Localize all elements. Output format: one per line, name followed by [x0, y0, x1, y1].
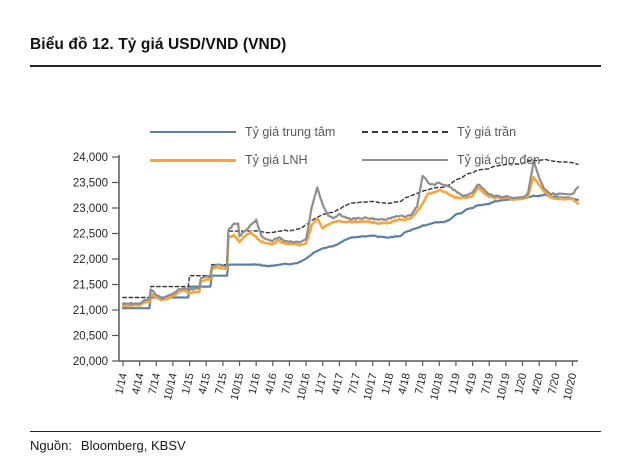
source-note: Nguồn: Bloomberg, KBSV	[30, 438, 186, 453]
y-tick-label: 22,500	[73, 229, 108, 241]
x-tick-label: 7/16	[280, 372, 297, 396]
x-tick-label: 7/14	[147, 372, 164, 396]
x-tick-label: 4/14	[130, 372, 147, 396]
x-tick-label: 10/18	[428, 372, 446, 402]
x-tick-label: 10/16	[295, 372, 313, 402]
y-tick-label: 23,500	[73, 178, 108, 190]
footer-divider	[30, 431, 601, 432]
x-tick-label: 1/15	[180, 372, 197, 396]
legend-item-trung-tam: Tỷ giá trung tâm	[150, 124, 335, 140]
x-tick-label: 4/17	[330, 372, 347, 396]
series-cho-den	[121, 160, 580, 306]
x-tick-label: 4/15	[197, 372, 214, 396]
legend-item-lnh: Tỷ giá LNH	[150, 152, 308, 168]
y-tick-label: 21,000	[73, 305, 108, 317]
legend-label-trung-tam: Tỷ giá trung tâm	[245, 125, 336, 139]
series-trung-tam	[121, 193, 580, 310]
x-tick-label: 4/16	[263, 372, 280, 396]
legend-line-sample-lnh	[150, 158, 236, 162]
series-tran	[122, 158, 579, 299]
x-tick-label: 1/17	[313, 372, 330, 396]
x-tick-label: 7/18	[413, 372, 430, 396]
x-tick-label: 10/20	[561, 372, 579, 402]
legend-line-sample-trung-tam	[150, 131, 236, 133]
x-tick-label: 10/14	[162, 372, 180, 402]
legend-label-lnh: Tỷ giá LNH	[245, 153, 308, 167]
x-tick-label: 4/19	[463, 372, 480, 396]
x-tick-label: 10/19	[495, 372, 513, 402]
title-divider	[30, 65, 601, 67]
legend-item-tran: Tỷ giá trần	[362, 124, 516, 140]
x-tick-label: 10/17	[362, 372, 380, 402]
y-tick-label: 23,000	[73, 203, 108, 215]
x-tick-label: 7/15	[213, 372, 230, 396]
x-tick-label: 7/17	[346, 372, 363, 396]
x-tick-label: 1/14	[113, 372, 130, 396]
y-tick-label: 22,000	[73, 254, 108, 266]
legend-label-tran: Tỷ giá trần	[457, 125, 517, 139]
x-tick-label: 4/20	[530, 372, 547, 396]
legend-label-cho-den: Tỷ giá chợ đen	[457, 153, 541, 167]
source-value: Bloomberg, KBSV	[80, 438, 186, 453]
x-tick-label: 10/15	[229, 372, 247, 402]
legend-line-sample-cho-den	[362, 159, 448, 161]
y-tick-label: 20,500	[73, 331, 108, 343]
x-tick-label: 4/18	[396, 372, 413, 396]
x-tick-label: 1/19	[446, 372, 463, 396]
chart-title: Biểu đồ 12. Tỷ giá USD/VND (VND)	[30, 36, 287, 53]
x-tick-label: 1/20	[513, 372, 530, 396]
x-tick-label: 7/20	[546, 372, 563, 396]
x-tick-label: 1/18	[380, 372, 397, 396]
source-label: Nguồn:	[30, 438, 72, 453]
x-tick-label: 1/16	[247, 372, 264, 396]
y-tick-label: 24,000	[73, 152, 108, 164]
x-tick-label: 7/19	[480, 372, 497, 396]
y-tick-label: 20,000	[73, 356, 108, 368]
y-tick-label: 21,500	[73, 280, 108, 292]
legend-item-cho-den: Tỷ giá chợ đen	[362, 152, 540, 168]
legend-line-sample-tran	[362, 131, 448, 133]
